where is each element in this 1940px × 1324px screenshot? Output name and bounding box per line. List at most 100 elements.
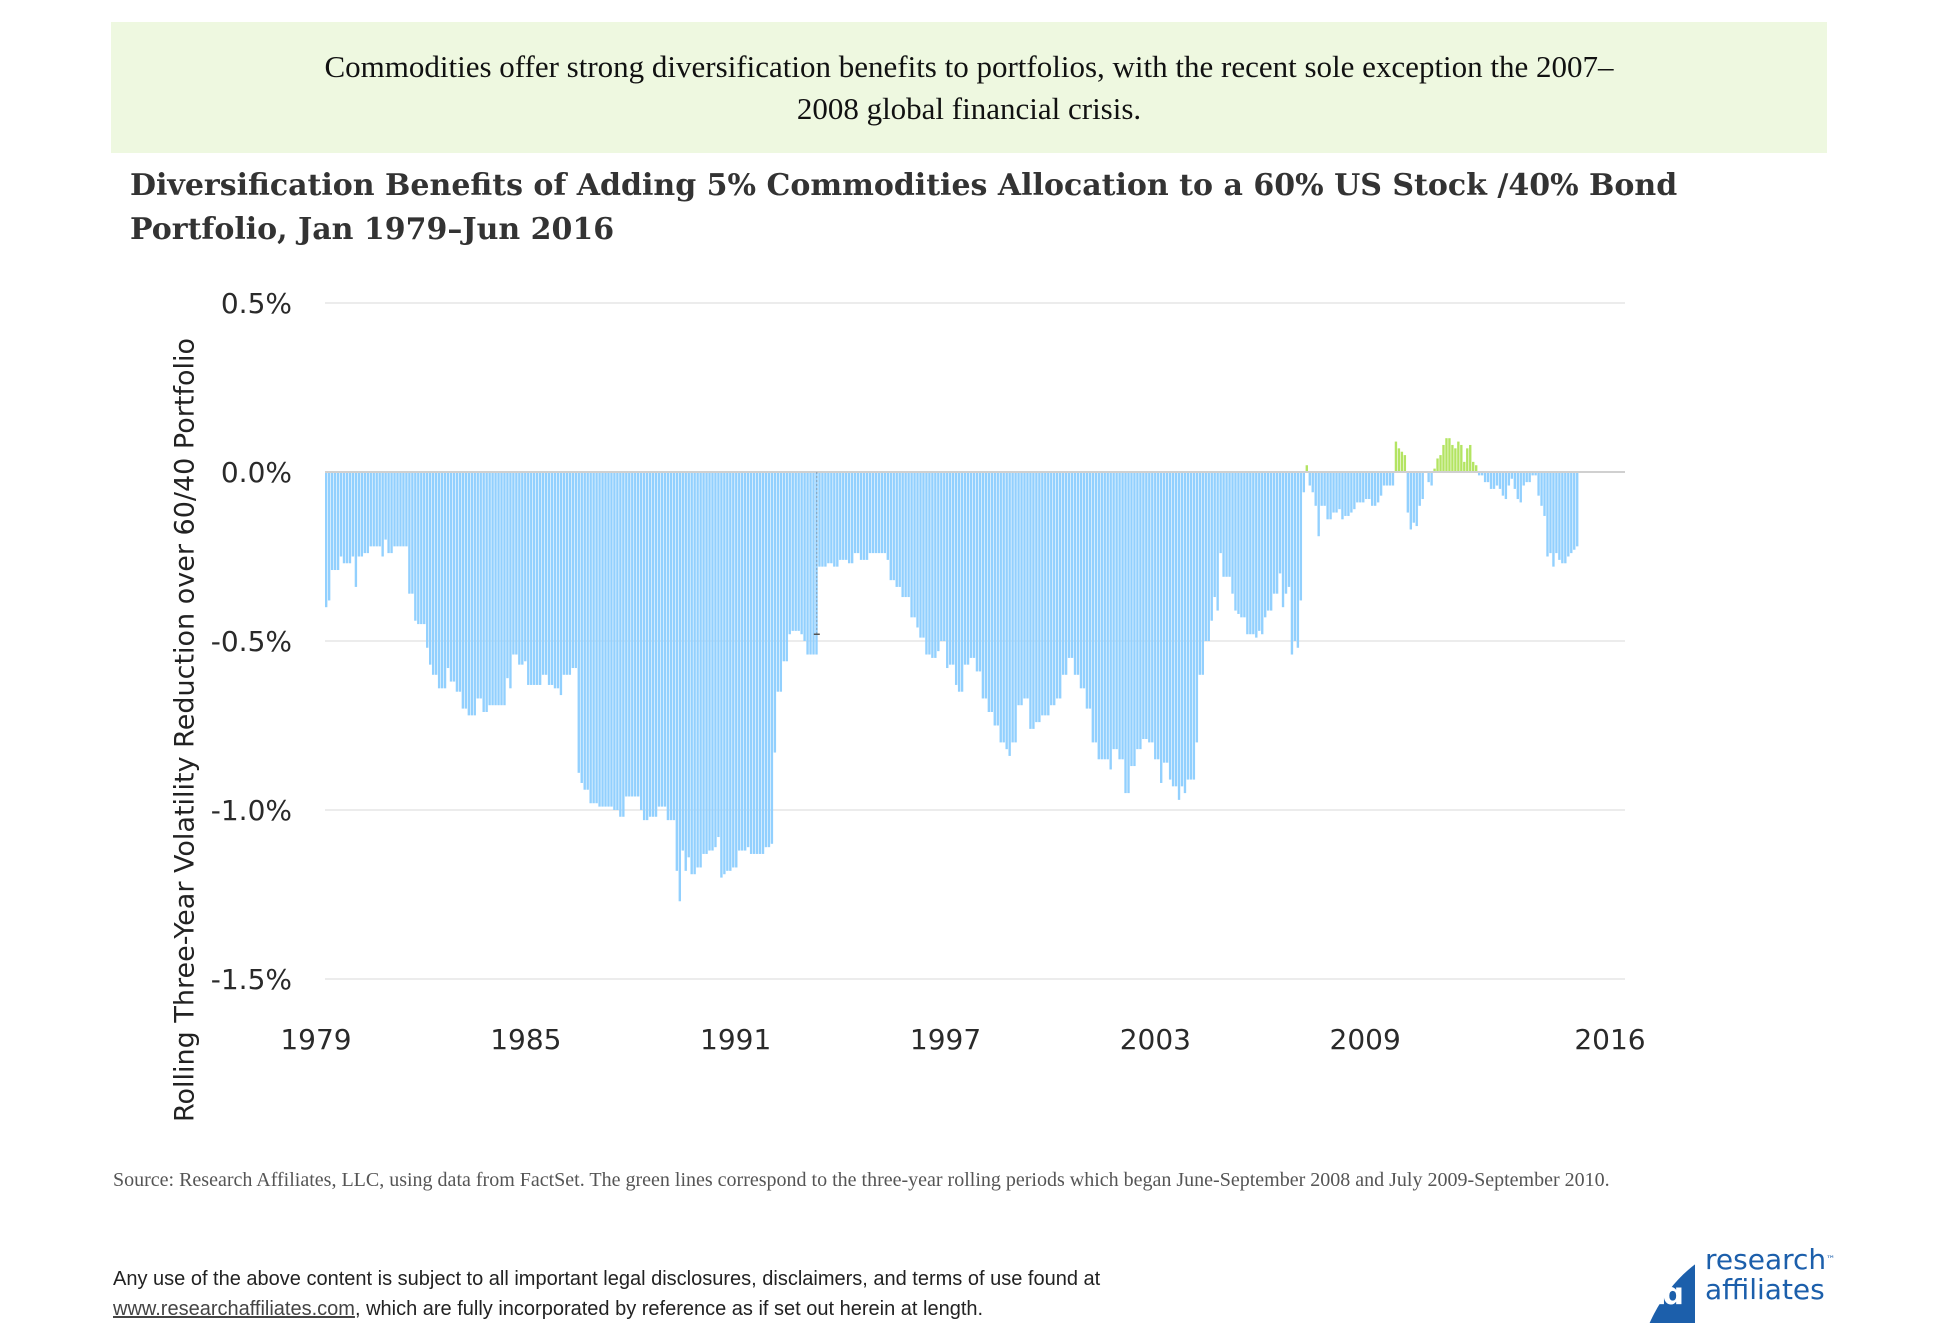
bar <box>426 472 429 648</box>
bar <box>381 472 384 557</box>
bar <box>1501 472 1505 496</box>
bar <box>1421 472 1424 500</box>
bar <box>559 472 563 696</box>
bar <box>1427 472 1430 483</box>
bar <box>690 472 693 875</box>
bar <box>848 472 851 564</box>
bar <box>660 472 664 807</box>
bar <box>1323 472 1326 506</box>
bar <box>1498 472 1502 489</box>
bar <box>553 472 557 689</box>
bar <box>402 472 405 547</box>
bar <box>925 472 928 655</box>
bar <box>1290 472 1294 655</box>
bar <box>1341 472 1344 520</box>
bar <box>1201 472 1204 675</box>
bar <box>446 472 450 669</box>
bar <box>1365 472 1368 500</box>
bar <box>577 472 580 773</box>
x-tick-label: 1985 <box>490 1023 561 1056</box>
bar <box>1148 472 1151 743</box>
bar <box>1299 472 1303 601</box>
bar <box>586 472 589 790</box>
bar <box>595 472 598 804</box>
bar <box>1528 472 1531 483</box>
bar <box>1124 472 1127 794</box>
bar <box>702 472 705 854</box>
bar <box>1338 472 1341 510</box>
bar <box>1483 472 1487 483</box>
bar <box>705 472 708 854</box>
bar <box>378 472 381 547</box>
bar <box>726 472 729 871</box>
logo-wordmark: research™ affiliates <box>1705 1245 1835 1305</box>
bar <box>1379 472 1383 496</box>
bar <box>684 472 687 871</box>
bar <box>1162 472 1166 763</box>
bar <box>601 472 604 807</box>
bar <box>598 472 601 807</box>
bar <box>812 472 815 655</box>
bar <box>1281 472 1285 608</box>
bar <box>803 472 806 641</box>
bar <box>1121 472 1124 760</box>
bar <box>865 472 869 560</box>
bar <box>1183 472 1187 794</box>
bar <box>1486 472 1490 483</box>
bar <box>788 472 791 635</box>
bar <box>535 472 539 685</box>
bar <box>907 472 910 598</box>
bar <box>1439 455 1442 472</box>
logo-quarter-circle-icon: ɑɑ <box>1633 1243 1695 1323</box>
bar <box>384 472 387 540</box>
bar <box>776 472 780 692</box>
bar <box>1020 472 1023 706</box>
bar <box>1174 472 1178 787</box>
bar <box>752 472 756 854</box>
bar <box>420 472 423 625</box>
bar <box>613 472 616 810</box>
bar <box>616 472 619 810</box>
bar <box>723 472 726 875</box>
x-axis-ticks: 1979 1985 1991 1997 2003 2009 2016 <box>280 1023 1645 1056</box>
legal-disclaimer: Any use of the above content is subject … <box>113 1264 1413 1324</box>
bar <box>524 472 527 662</box>
bar <box>1332 472 1335 513</box>
bar <box>672 472 676 821</box>
bar <box>1472 461 1475 472</box>
bar <box>369 472 372 547</box>
bar <box>1047 472 1050 716</box>
bar <box>669 472 673 821</box>
bar <box>1091 472 1095 743</box>
trademark-symbol: ™ <box>1826 1255 1836 1265</box>
bar <box>779 472 783 692</box>
bar <box>1118 472 1121 760</box>
bar <box>952 472 955 665</box>
website-link[interactable]: www.researchaffiliates.com <box>113 1298 355 1320</box>
bar <box>806 472 809 655</box>
bar <box>443 472 447 689</box>
bar <box>794 472 797 631</box>
bar <box>1255 472 1258 638</box>
bar <box>969 472 973 658</box>
bar <box>1460 444 1463 472</box>
bar <box>437 472 441 689</box>
bar <box>696 472 699 868</box>
bar <box>1570 472 1573 554</box>
research-affiliates-logo[interactable]: ɑɑ research™ affiliates <box>1633 1243 1853 1323</box>
x-tick-label: 2009 <box>1330 1023 1401 1056</box>
bar <box>1302 472 1306 493</box>
bar <box>631 472 634 797</box>
bar <box>538 472 542 685</box>
bar <box>821 472 824 567</box>
bar <box>423 472 426 625</box>
bar <box>1356 472 1359 503</box>
bar <box>375 472 378 547</box>
bar <box>1344 472 1347 516</box>
bar <box>1278 472 1282 574</box>
bar <box>943 472 946 641</box>
legal-text: Any use of the above content is subject … <box>113 1268 1101 1290</box>
bar <box>1442 444 1445 472</box>
bar <box>1168 472 1172 780</box>
bar <box>845 472 848 560</box>
